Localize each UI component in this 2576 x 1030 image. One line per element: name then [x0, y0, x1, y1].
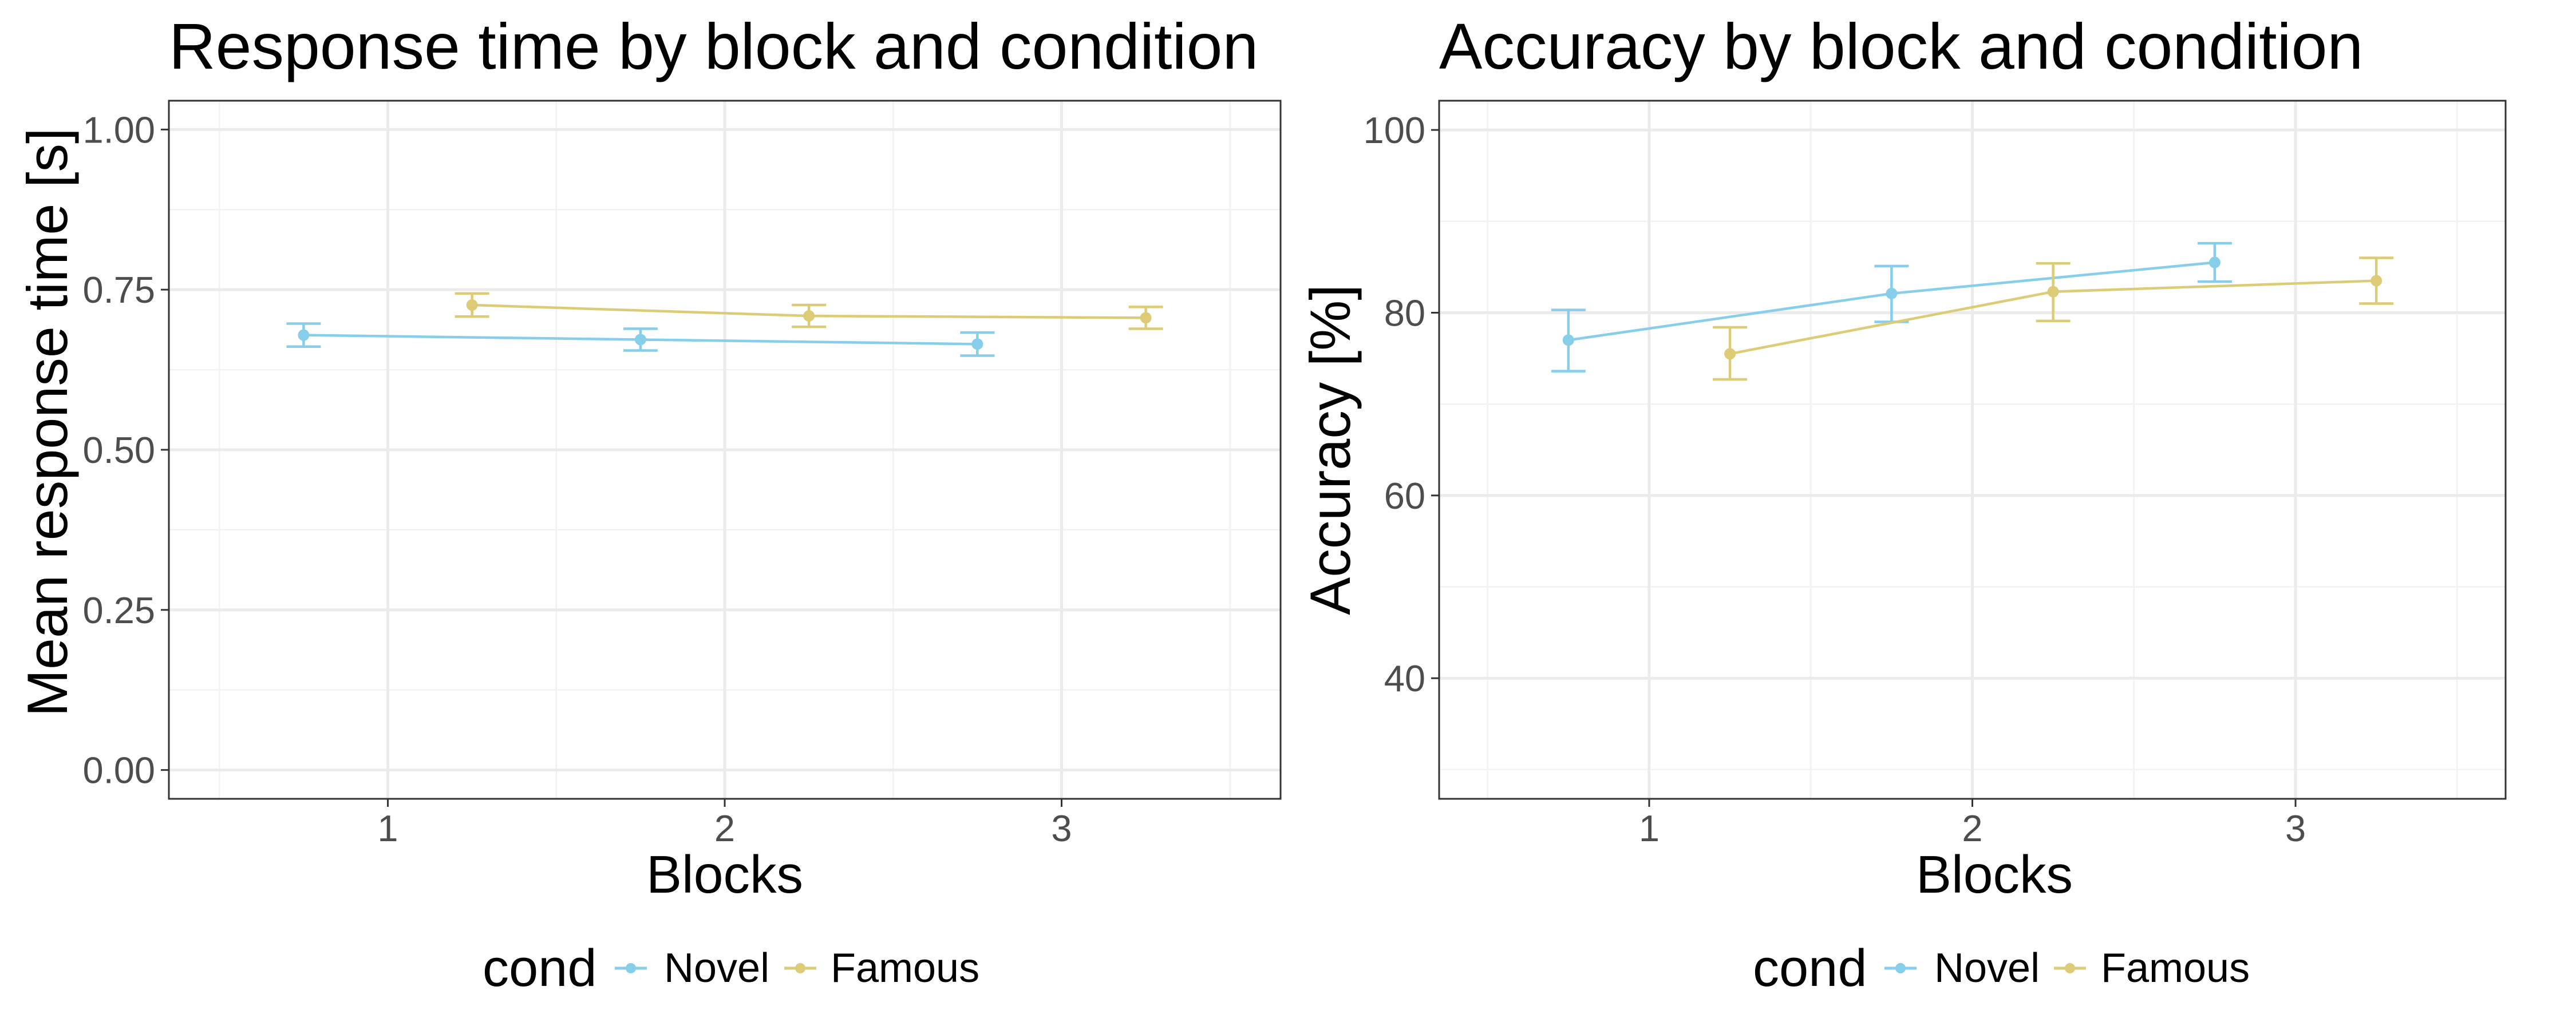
x-tick-label: 3: [2285, 807, 2306, 849]
legend-label-novel: Novel: [664, 945, 769, 991]
x-axis-title: Blocks: [646, 845, 803, 904]
y-axis-ticks: 40 60 80 100: [1364, 109, 1439, 699]
y-axis-title: Mean response time [s]: [15, 128, 79, 717]
legend-key-point: [2065, 963, 2075, 973]
legend-title: cond: [1753, 939, 1867, 997]
y-tick-label: 80: [1384, 292, 1425, 334]
y-tick-label: 0.00: [82, 750, 155, 791]
data-point-famous: [2370, 275, 2383, 287]
data-point-famous: [466, 299, 478, 311]
panel-title: Response time by block and condition: [169, 10, 1258, 82]
x-axis-ticks: 1 2 3: [1639, 799, 2306, 849]
y-tick-label: 1.00: [82, 109, 155, 150]
x-tick-label: 1: [377, 807, 398, 849]
data-point-novel: [971, 338, 983, 350]
legend-key-point: [1895, 963, 1906, 973]
x-tick-label: 2: [714, 807, 735, 849]
legend: cond Novel Famous: [1753, 939, 2250, 997]
data-point-novel: [1886, 287, 1898, 299]
plot-area: [1438, 100, 2507, 800]
legend-label-famous: Famous: [831, 945, 979, 991]
y-tick-label: 100: [1364, 109, 1425, 151]
data-point-famous: [1140, 312, 1152, 324]
legend-key-novel: [1884, 963, 1917, 973]
x-axis-ticks: 1 2 3: [377, 799, 1072, 849]
x-axis-title: Blocks: [1916, 845, 2073, 904]
legend-key-point: [795, 963, 805, 973]
data-point-novel: [2208, 256, 2221, 268]
data-point-famous: [2047, 286, 2059, 298]
legend-label-novel: Novel: [1934, 945, 2040, 991]
plot-area: [168, 100, 1282, 800]
panel-title: Accuracy by block and condition: [1439, 10, 2363, 82]
data-point-novel: [634, 334, 646, 346]
y-tick-label: 40: [1384, 657, 1425, 699]
y-axis-ticks: 0.00 0.25 0.50 0.75 1.00: [82, 109, 169, 791]
legend-title: cond: [483, 939, 597, 997]
y-tick-label: 0.75: [82, 269, 155, 311]
legend-key-famous: [784, 963, 816, 973]
legend: cond Novel Famous: [483, 939, 979, 997]
x-tick-label: 1: [1639, 807, 1660, 849]
legend-key-point: [626, 963, 636, 973]
y-tick-label: 60: [1384, 475, 1425, 517]
data-point-famous: [1724, 348, 1736, 360]
y-axis-title: Accuracy [%]: [1298, 284, 1362, 615]
y-tick-label: 0.25: [82, 589, 155, 631]
legend-key-novel: [615, 963, 647, 973]
panel-response-time: Response time by block and condition 0.0…: [15, 10, 1282, 997]
x-tick-label: 2: [1962, 807, 1982, 849]
legend-key-famous: [2054, 963, 2086, 973]
data-point-novel: [298, 329, 310, 341]
x-tick-label: 3: [1051, 807, 1072, 849]
data-point-novel: [1562, 334, 1574, 346]
panel-accuracy: Accuracy by block and condition 40 60 80 10…: [1298, 10, 2507, 997]
data-point-famous: [803, 310, 815, 322]
y-tick-label: 0.50: [82, 429, 155, 471]
legend-label-famous: Famous: [2101, 945, 2250, 991]
